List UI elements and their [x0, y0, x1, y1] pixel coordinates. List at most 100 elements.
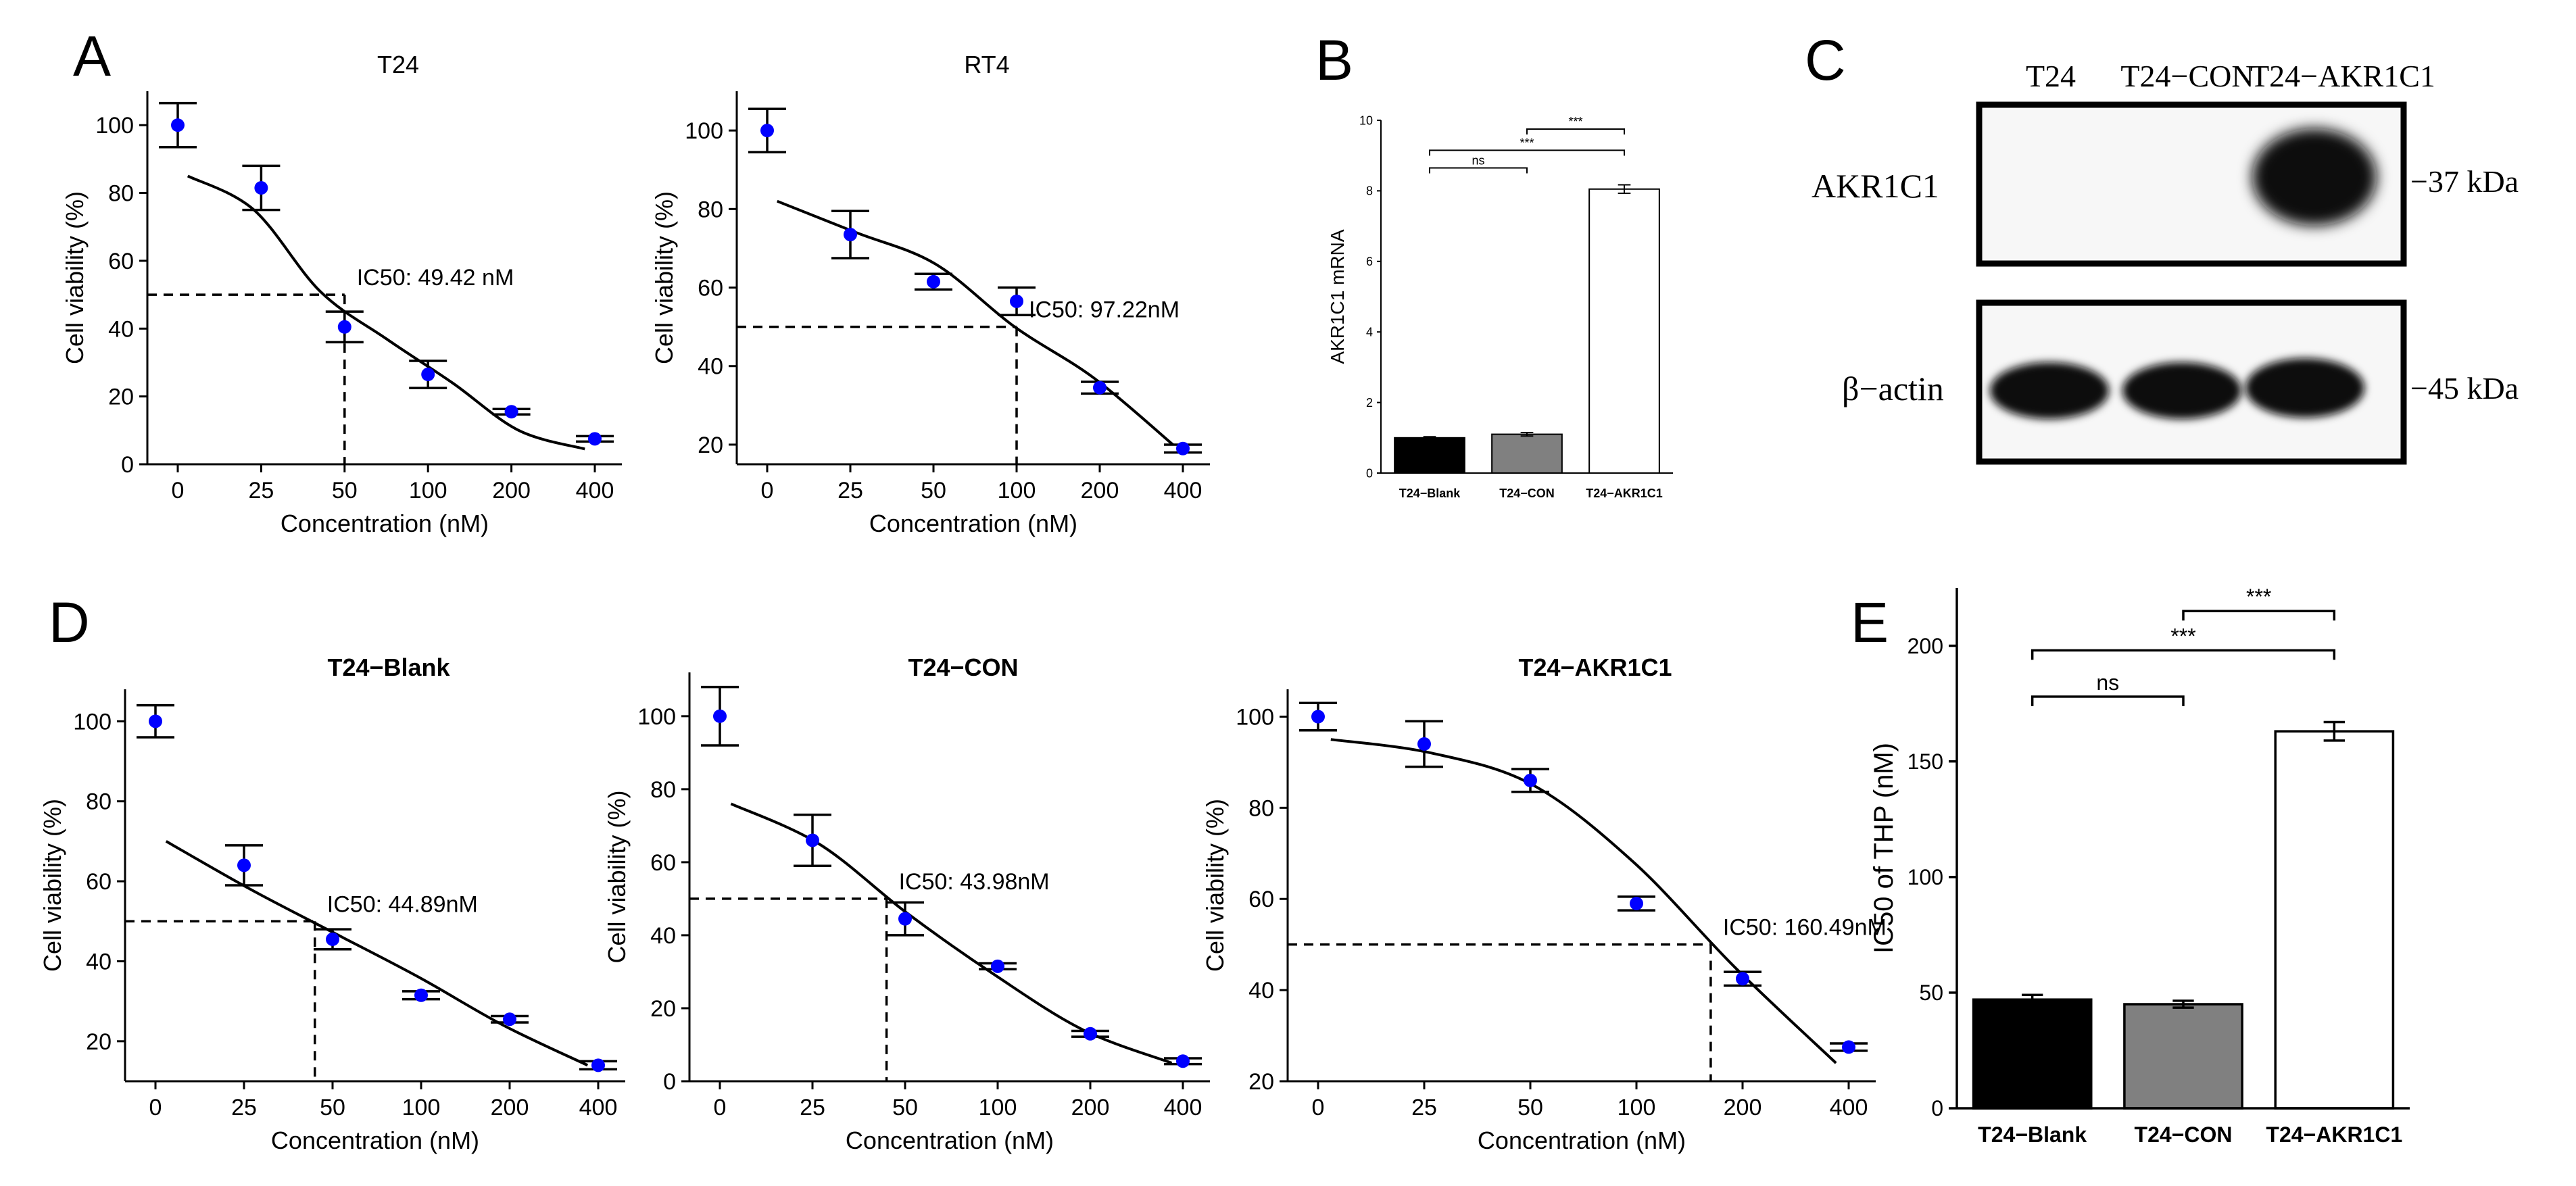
y-tick-label: 20: [698, 433, 723, 458]
significance-label: ns: [1472, 153, 1484, 167]
chart-title: T24−CON: [908, 653, 1018, 681]
y-tick-label: 80: [1248, 795, 1274, 821]
y-tick-label: 60: [86, 869, 112, 895]
y-tick-label: 8: [1366, 184, 1373, 198]
chart-d-con: 0 20 40 60 80 100 0 25 50 100 200 400 Concentration …: [603, 653, 1210, 1154]
x-tick-label: 50: [921, 478, 946, 503]
x-tick-label: 400: [579, 1095, 618, 1120]
fit-curve: [1330, 738, 1837, 1064]
chart-title: T24−Blank: [327, 653, 450, 681]
data-point: [713, 709, 727, 723]
blot-lane-label: T24−AKR1C1: [2250, 59, 2435, 93]
y-tick-label: 20: [1248, 1069, 1274, 1095]
data-point: [337, 320, 351, 334]
blot-lane-label: T24−CON: [2120, 59, 2254, 93]
y-tick-label: 6: [1366, 255, 1373, 268]
significance-label: ***: [2246, 585, 2271, 609]
y-tick-label: 0: [1931, 1096, 1943, 1120]
y-tick-label: 100: [95, 113, 134, 139]
ic50-label: IC50: 43.98nM: [899, 869, 1050, 895]
y-tick-label: 20: [650, 996, 676, 1022]
y-tick-label: 40: [86, 949, 112, 974]
y-tick-label: 2: [1366, 396, 1373, 410]
y-tick-label: 40: [650, 923, 676, 949]
y-axis-label: Cell viability (%): [603, 790, 631, 963]
x-tick-label: 400: [576, 478, 614, 503]
x-axis-label: Concentration (nM): [281, 510, 489, 537]
x-tick-label: 400: [1164, 1095, 1202, 1120]
data-point: [1311, 710, 1325, 724]
x-tick-label: 25: [248, 478, 274, 503]
panel-letter-e: E: [1851, 591, 1889, 654]
fit-curve: [730, 802, 1173, 1064]
y-tick-label: 100: [1907, 865, 1943, 889]
ic50-label: IC50: 44.89nM: [327, 891, 478, 917]
x-axis-label: Concentration (nM): [1478, 1127, 1686, 1154]
significance-label: ***: [2170, 624, 2195, 648]
data-point: [326, 932, 339, 946]
ic50-label: IC50: 97.22nM: [1029, 297, 1180, 323]
chart-d-blank: 20 40 60 80 100 0 25 50 100 200 400 Concentration (…: [39, 653, 625, 1154]
y-tick-label: 100: [1236, 704, 1274, 730]
y-tick-label: 20: [108, 385, 134, 410]
y-tick-label: 40: [108, 316, 134, 342]
panel-letter-d: D: [49, 591, 90, 654]
significance-label: ***: [1568, 115, 1582, 128]
data-point: [1524, 773, 1537, 787]
data-point: [1010, 294, 1023, 308]
significance-bracket: [2031, 649, 2336, 660]
y-tick-label: 60: [1248, 887, 1274, 912]
x-tick-label: 25: [1411, 1095, 1437, 1120]
y-axis-label: IC50 of THP (nM): [1869, 743, 1899, 954]
x-axis-label: Concentration (nM): [271, 1127, 479, 1154]
blot-band: [1990, 362, 2109, 419]
y-tick-label: 0: [663, 1069, 676, 1095]
y-tick-label: 4: [1366, 326, 1373, 339]
data-point: [1417, 737, 1431, 751]
x-tick-label: 100: [1618, 1095, 1656, 1120]
significance-bracket: [2182, 610, 2336, 621]
x-tick-label: 100: [409, 478, 447, 503]
blot-marker: −45 kDa: [2410, 371, 2519, 405]
fit-curve: [165, 840, 589, 1067]
data-point: [237, 858, 251, 872]
y-axis-label: Cell viability (%): [61, 191, 89, 364]
fit-curve: [777, 199, 1174, 446]
x-tick-label: 200: [491, 1095, 529, 1120]
panel-letter-a: A: [73, 24, 111, 88]
blot-marker: −37 kDa: [2410, 164, 2519, 199]
x-tick-label: 25: [837, 478, 863, 503]
panel-letter-b: B: [1315, 28, 1353, 92]
chart-b-mrna: T24−Blank T24−CON T24−AKR1C1 0 2 4 6 8 10 AKR1C1 …: [1327, 114, 1673, 500]
data-point: [414, 988, 428, 1002]
bar: [1394, 437, 1465, 474]
bar: [1491, 433, 1563, 474]
blot-row-label: β−actin: [1842, 370, 1944, 407]
ic50-label: IC50: 160.49nM: [1723, 915, 1887, 941]
data-point: [149, 714, 162, 728]
y-tick-label: 40: [698, 354, 723, 380]
y-tick-label: 0: [1366, 466, 1373, 480]
y-axis-label: Cell viability (%): [650, 191, 678, 364]
x-tick-label: 0: [761, 478, 774, 503]
x-tick-label: 0: [172, 478, 185, 503]
bar: [2123, 1003, 2243, 1110]
x-tick-label: 0: [149, 1095, 162, 1120]
y-tick-label: 10: [1359, 114, 1373, 127]
x-tick-label: T24−AKR1C1: [2266, 1122, 2402, 1147]
x-tick-label: 200: [1081, 478, 1119, 503]
y-tick-label: 60: [650, 850, 676, 876]
data-point: [760, 124, 774, 138]
x-tick-label: 50: [332, 478, 358, 503]
x-axis-label: Concentration (nM): [846, 1127, 1054, 1154]
data-point: [254, 181, 268, 195]
x-tick-label: T24−Blank: [1978, 1122, 2087, 1147]
data-point: [588, 432, 602, 446]
y-tick-label: 0: [121, 452, 134, 478]
x-tick-label: 50: [320, 1095, 345, 1120]
y-tick-label: 20: [86, 1029, 112, 1055]
chart-title: T24−AKR1C1: [1518, 653, 1672, 681]
blot-band: [2252, 128, 2377, 226]
x-tick-label: 100: [998, 478, 1036, 503]
